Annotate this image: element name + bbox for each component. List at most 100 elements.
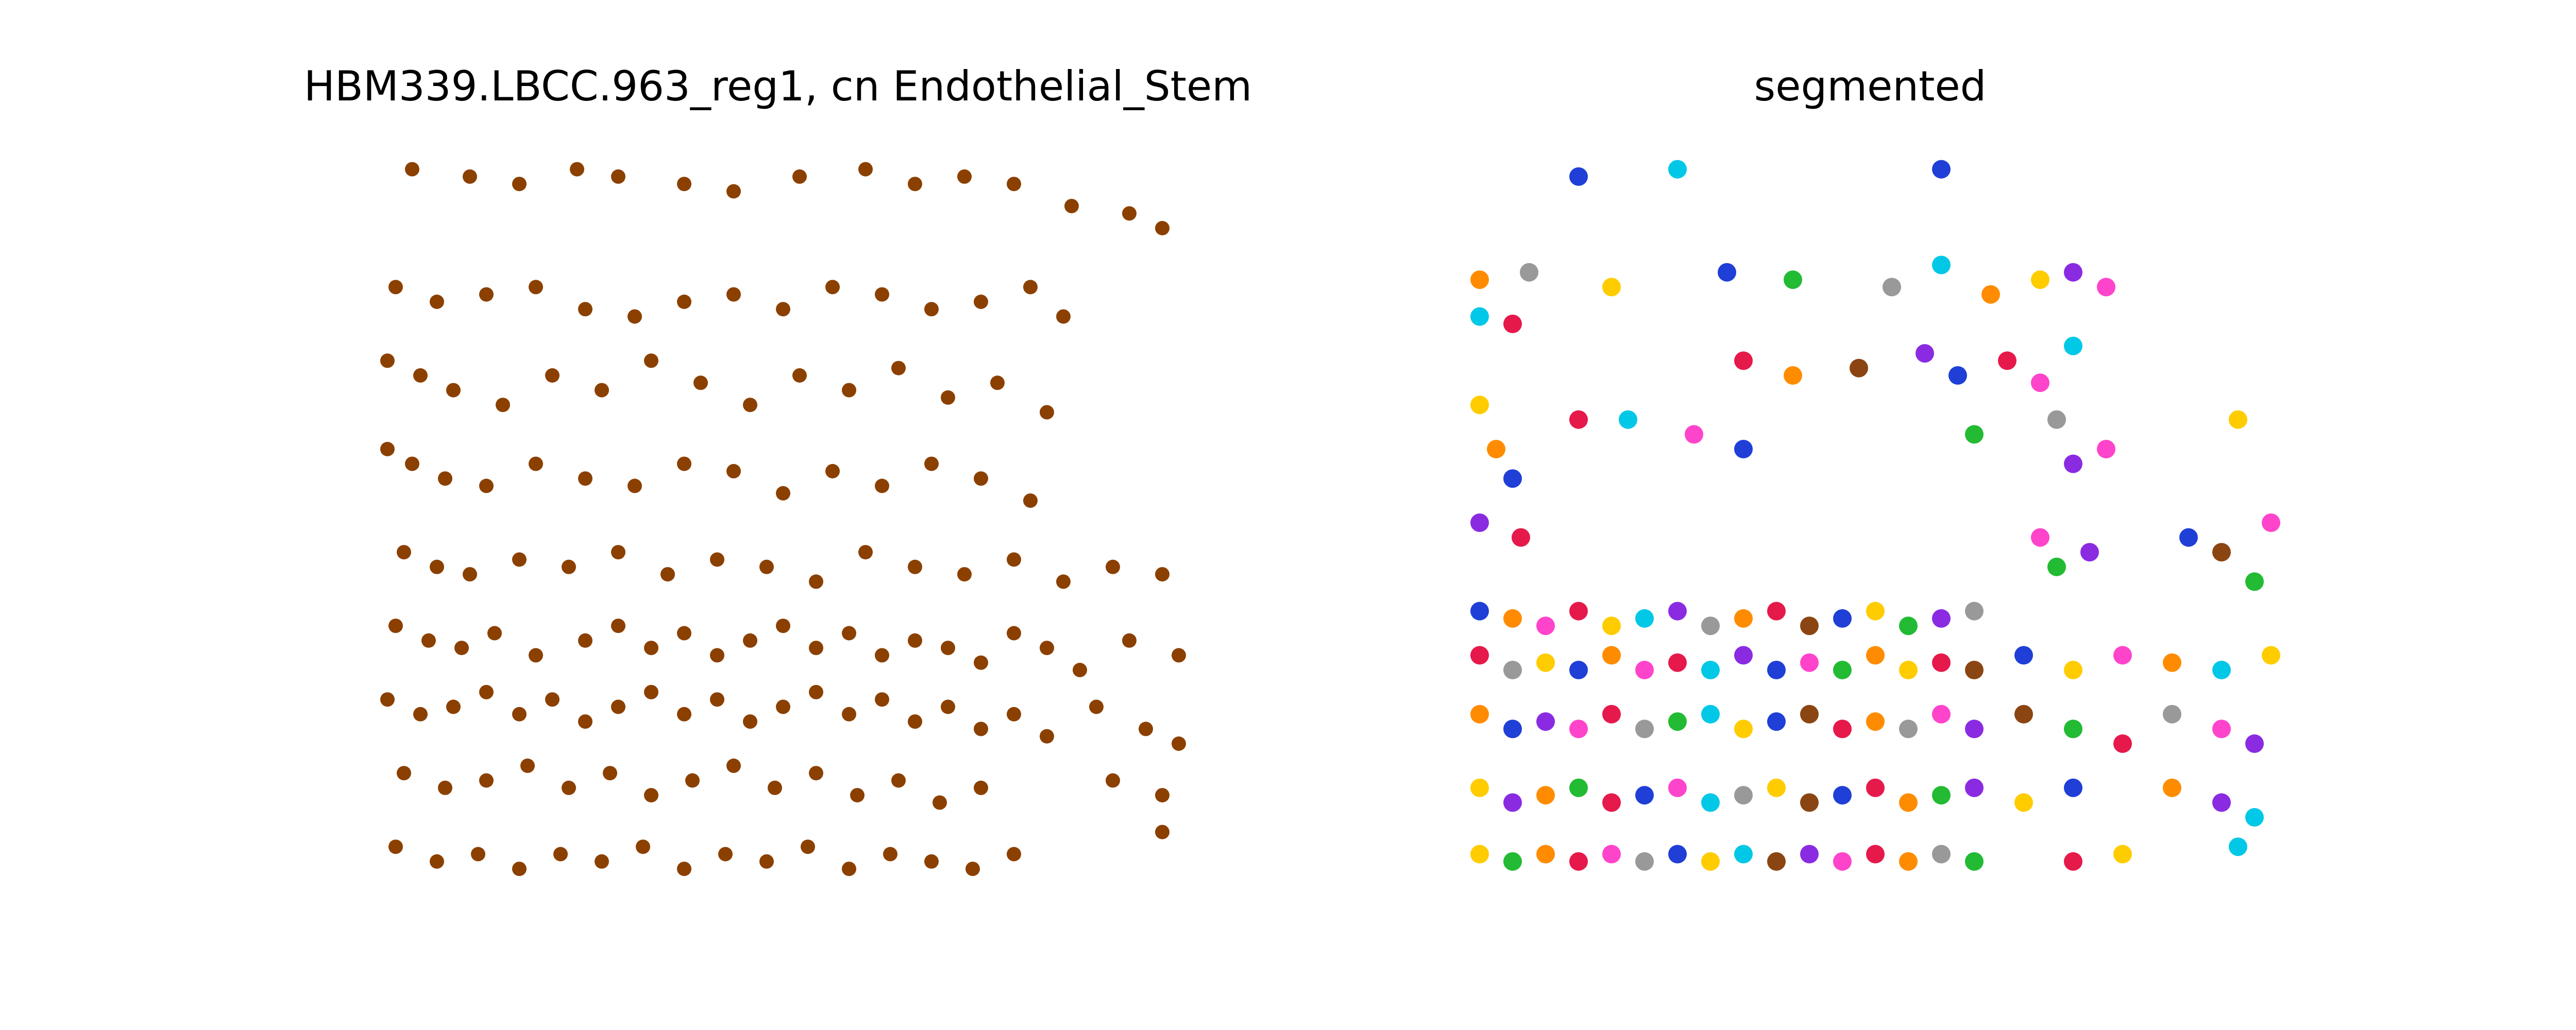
right-point-100	[2064, 719, 2082, 739]
right-point-76	[1965, 661, 1984, 679]
right-point-43	[2047, 557, 2066, 576]
right-point-40	[2262, 513, 2280, 532]
right-point-58	[1899, 616, 1918, 636]
left-point-68	[759, 559, 774, 574]
left-point-129	[603, 766, 617, 781]
left-point-128	[562, 780, 576, 795]
left-point-48	[479, 478, 494, 493]
left-point-134	[809, 766, 823, 781]
left-point-153	[883, 847, 897, 862]
left-point-76	[1155, 567, 1170, 582]
right-point-127	[1503, 852, 1522, 871]
right-point-31	[1685, 425, 1703, 444]
right-point-133	[1701, 852, 1720, 871]
right-point-69	[1734, 646, 1753, 665]
left-point-132	[726, 758, 741, 773]
right-point-9	[1932, 255, 1951, 274]
right-point-47	[1536, 616, 1555, 636]
left-point-103	[479, 684, 494, 699]
right-point-82	[2262, 646, 2280, 665]
right-point-125	[2245, 808, 2264, 827]
right-point-83	[1470, 705, 1489, 724]
right-point-56	[1833, 609, 1852, 628]
left-point-136	[891, 773, 906, 788]
left-point-94	[974, 655, 988, 670]
left-point-154	[924, 854, 939, 869]
right-point-126	[1470, 845, 1489, 864]
left-point-127	[520, 758, 535, 773]
right-point-18	[1850, 358, 1868, 377]
right-point-130	[1602, 845, 1621, 864]
left-point-6	[726, 184, 741, 199]
right-point-92	[1767, 712, 1786, 731]
right-point-99	[2014, 705, 2033, 724]
right-point-21	[1998, 351, 2016, 370]
left-point-40	[842, 383, 856, 398]
right-point-55	[1800, 616, 1819, 636]
left-point-13	[1122, 206, 1137, 221]
right-point-102	[2163, 705, 2181, 724]
right-point-27	[1470, 513, 1489, 532]
left-point-47	[438, 471, 452, 486]
right-point-54	[1767, 602, 1786, 621]
left-point-33	[496, 398, 510, 413]
left-point-60	[397, 545, 411, 560]
right-point-1	[1668, 160, 1687, 179]
left-point-72	[957, 567, 972, 582]
right-point-118	[1899, 793, 1918, 812]
left-point-52	[677, 456, 691, 471]
left-point-121	[1089, 699, 1104, 714]
left-point-77	[388, 619, 403, 633]
left-point-102	[446, 699, 461, 714]
left-point-99	[1172, 648, 1186, 663]
right-point-48	[1569, 602, 1588, 621]
right-point-65	[1602, 646, 1621, 665]
right-point-37	[2229, 410, 2247, 429]
left-point-83	[611, 619, 625, 633]
left-point-45	[380, 442, 395, 456]
right-point-143	[2113, 845, 2132, 864]
right-point-13	[2097, 278, 2115, 297]
right-point-3	[1470, 270, 1489, 289]
right-point-52	[1701, 616, 1720, 636]
left-point-71	[908, 559, 922, 574]
right-point-137	[1833, 852, 1852, 871]
left-point-100	[380, 692, 395, 707]
right-point-36	[2097, 440, 2115, 458]
left-point-98	[1122, 633, 1137, 648]
left-point-65	[611, 545, 625, 560]
left-point-119	[1007, 707, 1021, 722]
left-point-137	[933, 795, 947, 810]
right-point-95	[1866, 712, 1885, 731]
right-point-73	[1866, 646, 1885, 665]
left-point-22	[726, 287, 741, 302]
right-point-117	[1866, 778, 1885, 797]
left-point-105	[545, 692, 560, 707]
right-point-141	[1965, 852, 1984, 871]
left-point-63	[512, 552, 527, 567]
left-point-35	[595, 383, 609, 398]
right-point-122	[2064, 778, 2082, 797]
right-point-6	[1718, 263, 1736, 282]
right-point-72	[1833, 661, 1852, 679]
right-point-113	[1734, 786, 1753, 805]
left-point-46	[405, 456, 419, 471]
left-point-74	[1056, 574, 1071, 589]
left-point-39	[792, 368, 807, 383]
right-point-78	[2064, 661, 2082, 679]
left-point-107	[611, 699, 625, 714]
right-point-45	[1470, 602, 1489, 621]
left-point-34	[545, 368, 560, 383]
right-point-67	[1668, 653, 1687, 672]
left-point-126	[479, 773, 494, 788]
left-point-95	[1007, 626, 1021, 641]
right-point-120	[1965, 778, 1984, 797]
right-point-14	[1470, 307, 1489, 326]
left-point-156	[1007, 847, 1021, 862]
right-point-112	[1701, 793, 1720, 812]
right-point-79	[2113, 646, 2132, 665]
left-point-30	[380, 353, 395, 368]
right-panel-title: segmented	[1754, 62, 1987, 110]
right-point-63	[1536, 653, 1555, 672]
